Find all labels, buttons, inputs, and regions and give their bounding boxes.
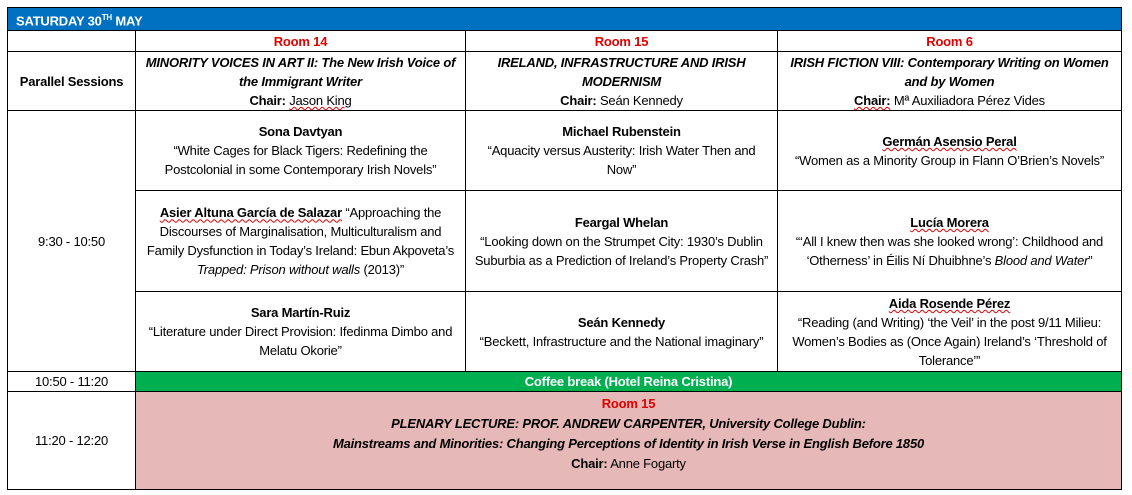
talk-title: “Looking down on the Strumpet City: 1930… bbox=[474, 233, 769, 268]
plenary-line1: PLENARY LECTURE: PROF. ANDREW CARPENTER,… bbox=[391, 415, 866, 431]
talk-title: “Women as a Minority Group in Flann O’Br… bbox=[795, 152, 1104, 168]
speaker: Asier Altuna García de Salazar bbox=[159, 205, 342, 221]
speaker: Aida Rosende Pérez bbox=[888, 295, 1011, 311]
talk-title-italic: Blood and Water bbox=[994, 252, 1089, 268]
session-cell: IRELAND, INFRASTRUCTURE AND IRISH MODERN… bbox=[465, 51, 778, 112]
chair-label: Chair: bbox=[854, 92, 891, 108]
talk-cell: Michael Rubenstein “Aquacity versus Auste… bbox=[465, 110, 778, 192]
talk-row: Asier Altuna García de Salazar “Approach… bbox=[8, 190, 1122, 293]
talk-cell: Germán Asensio Peral “Women as a Minority… bbox=[777, 110, 1122, 192]
plenary-line2: Mainstreams and Minorities: Changing Per… bbox=[332, 435, 925, 451]
speaker: Sara Martín-Ruiz bbox=[250, 305, 351, 321]
talk-title-tail: ” bbox=[1088, 252, 1093, 268]
coffee-row: 10:50 - 11:20 Coffee break (Hotel Reina … bbox=[7, 371, 1122, 393]
talk-row: 9:30 - 10:50 Sona Davtyan “White Cages fo… bbox=[7, 110, 1122, 373]
talk-title: “Aquacity versus Austerity: Irish Water … bbox=[487, 143, 756, 178]
talk-title-tail: (2013)” bbox=[360, 262, 404, 278]
rooms-row: Room 14 Room 15 Room 6 bbox=[7, 30, 1122, 53]
parallel-sessions-label: Parallel Sessions bbox=[7, 51, 136, 112]
talk-cell: Seán Kennedy “Beckett, Infrastructure and… bbox=[465, 291, 778, 373]
speaker: Lucía Morera bbox=[910, 214, 989, 230]
time-slot: 9:30 - 10:50 bbox=[7, 110, 136, 373]
plenary-chair: Anne Fogarty bbox=[610, 455, 686, 471]
room-header: Room 6 bbox=[777, 30, 1122, 53]
session-chair: Jason King bbox=[289, 92, 352, 108]
session-title: MINORITY VOICES IN ART II: The New Irish… bbox=[145, 54, 456, 89]
talk-title: “White Cages for Black Tigers: Redefinin… bbox=[164, 143, 437, 178]
talk-row: Sara Martín-Ruiz “Literature under Direct… bbox=[8, 291, 1122, 373]
talk-title: “Reading (and Writing) ‘the Veil’ in the… bbox=[792, 314, 1107, 368]
speaker: Michael Rubenstein bbox=[562, 124, 681, 140]
session-cell: MINORITY VOICES IN ART II: The New Irish… bbox=[135, 51, 466, 112]
talk-title: “Literature under Direct Provision: Ifed… bbox=[148, 324, 453, 359]
talk-cell: Sara Martín-Ruiz “Literature under Direct… bbox=[135, 291, 466, 373]
chair-label: Chair: bbox=[249, 92, 286, 108]
talk-cell: Asier Altuna García de Salazar “Approach… bbox=[135, 190, 466, 293]
chair-label: Chair: bbox=[571, 455, 608, 471]
session-chair: Seán Kennedy bbox=[599, 92, 683, 108]
day-label: SATURDAY 30 bbox=[16, 13, 102, 29]
room-header: Room 14 bbox=[135, 30, 466, 53]
talk-title: “Beckett, Infrastructure and the Nationa… bbox=[479, 333, 764, 349]
sessions-row: Parallel Sessions MINORITY VOICES IN ART… bbox=[7, 51, 1122, 112]
day-header: SATURDAY 30TH MAY bbox=[7, 6, 1122, 32]
day-month: MAY bbox=[115, 13, 143, 29]
talk-title-italic: Trapped: Prison without walls bbox=[197, 262, 361, 278]
speaker: Seán Kennedy bbox=[577, 314, 666, 330]
empty-cell bbox=[7, 30, 136, 53]
talk-cell: Feargal Whelan “Looking down on the Strum… bbox=[465, 190, 778, 293]
talk-title: “‘All I knew then was she looked wrong’:… bbox=[795, 233, 1104, 268]
day-header-row: SATURDAY 30TH MAY bbox=[7, 6, 1122, 32]
session-chair: Mª Auxiliadora Pérez Vides bbox=[893, 92, 1045, 108]
schedule-table: SATURDAY 30TH MAY Room 14 Room 15 Room 6… bbox=[7, 6, 1122, 491]
speaker: Sona Davtyan bbox=[258, 124, 343, 140]
talk-title: “Approaching the Discourses of Marginali… bbox=[146, 205, 455, 259]
speaker: Feargal Whelan bbox=[574, 214, 669, 230]
day-suffix: TH bbox=[101, 13, 112, 22]
session-title: IRELAND, INFRASTRUCTURE AND IRISH MODERN… bbox=[497, 54, 746, 89]
coffee-break: Coffee break (Hotel Reina Cristina) bbox=[135, 371, 1122, 393]
plenary-row: 11:20 - 12:20 Room 15 PLENARY LECTURE: P… bbox=[7, 391, 1122, 491]
plenary-time: 11:20 - 12:20 bbox=[7, 391, 136, 491]
chair-label: Chair: bbox=[560, 92, 597, 108]
plenary-cell: Room 15 PLENARY LECTURE: PROF. ANDREW CA… bbox=[135, 391, 1122, 491]
room-header: Room 15 bbox=[465, 30, 778, 53]
talk-cell: Aida Rosende Pérez “Reading (and Writing)… bbox=[777, 291, 1122, 373]
session-cell: IRISH FICTION VIII: Contemporary Writing… bbox=[777, 51, 1122, 112]
coffee-time: 10:50 - 11:20 bbox=[7, 371, 136, 393]
talk-cell: Sona Davtyan “White Cages for Black Tiger… bbox=[135, 110, 466, 192]
speaker: Germán Asensio Peral bbox=[882, 133, 1017, 149]
talk-cell: Lucía Morera “‘All I knew then was she lo… bbox=[777, 190, 1122, 293]
plenary-room: Room 15 bbox=[601, 395, 656, 411]
session-title: IRISH FICTION VIII: Contemporary Writing… bbox=[790, 54, 1109, 89]
